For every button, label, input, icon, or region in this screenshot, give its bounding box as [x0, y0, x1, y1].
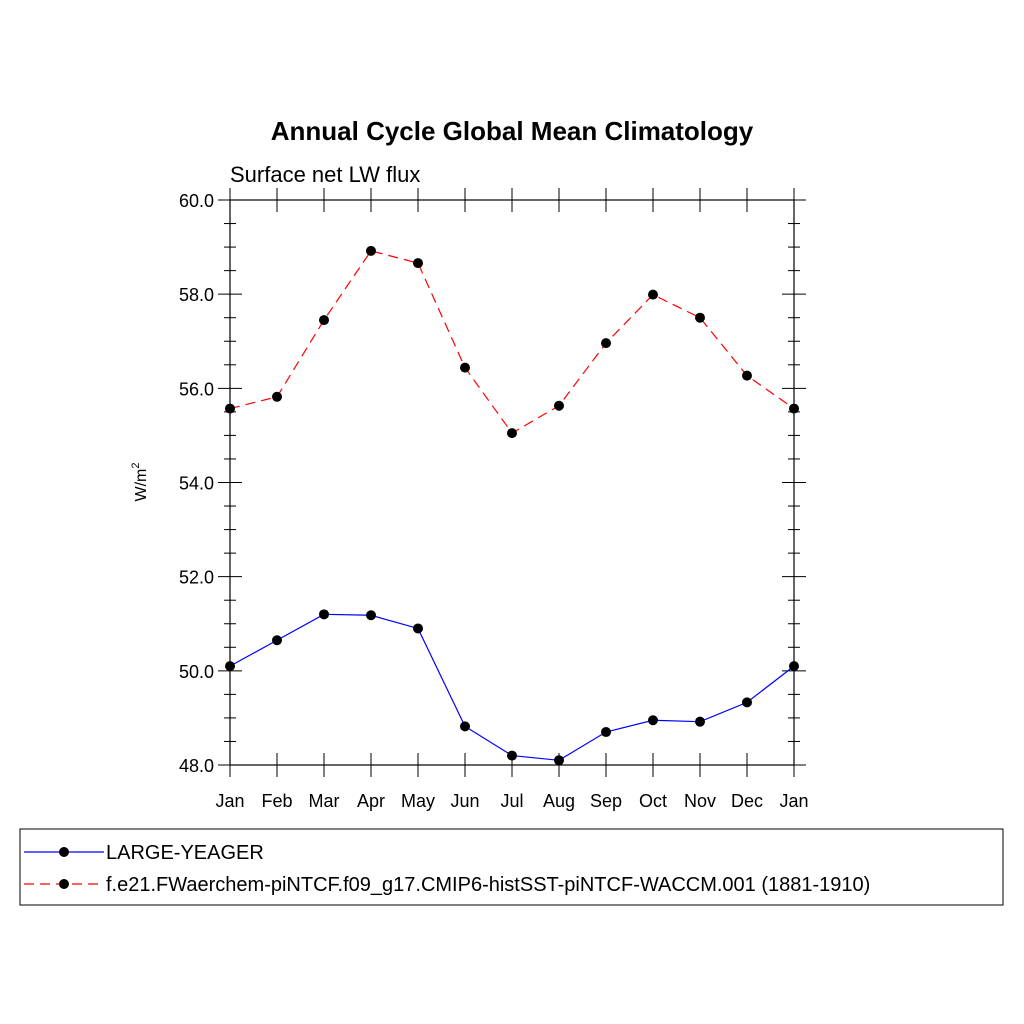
- series-1-point: [366, 610, 376, 621]
- series-2-point: [225, 403, 235, 414]
- x-tick-label: Apr: [357, 791, 385, 811]
- x-tick-label: Jun: [450, 791, 479, 811]
- x-tick-label: Jul: [500, 791, 523, 811]
- y-tick-labels: 48.0 50.0 52.0 54.0 56.0 58.0 60.0: [179, 191, 214, 776]
- series-1-point: [225, 661, 235, 672]
- series-1-point: [460, 721, 470, 732]
- legend-label-2: f.e21.FWaerchem-piNTCF.f09_g17.CMIP6-his…: [106, 874, 870, 896]
- y-tick-label: 48.0: [179, 756, 214, 776]
- x-tick-labels: Jan Feb Mar Apr May Jun Jul Aug Sep Oct Nov Dec Jan: [215, 791, 808, 811]
- x-tick-label: Aug: [543, 791, 575, 811]
- y-axis-label-superscript: 2: [130, 463, 142, 469]
- series-2-point: [742, 370, 752, 381]
- y-axis-label-text: W/m: [133, 469, 150, 502]
- series-2-point: [507, 428, 517, 439]
- x-tick-label: Nov: [684, 791, 716, 811]
- series-1-point: [601, 727, 611, 738]
- series-1-point: [789, 661, 799, 672]
- series-2-point: [789, 403, 799, 414]
- x-tick-label: May: [401, 791, 435, 811]
- axis-ticks: [218, 188, 806, 777]
- legend-box: [19, 828, 1004, 906]
- legend-marker-2: [59, 879, 69, 889]
- series-2-point: [319, 315, 329, 326]
- x-tick-label: Dec: [731, 791, 763, 811]
- plot-area-frame: [229, 199, 795, 766]
- x-tick-label: Mar: [309, 791, 340, 811]
- series-2-point: [695, 312, 705, 323]
- y-axis-label: W/m2: [130, 463, 150, 502]
- y-tick-label: 52.0: [179, 568, 214, 588]
- x-tick-label: Oct: [639, 791, 667, 811]
- series-1-point: [272, 635, 282, 646]
- legend-label-1: LARGE-YEAGER: [106, 842, 264, 864]
- series-2-point: [601, 338, 611, 349]
- series-line-2: [229, 250, 795, 434]
- series-2-point: [648, 289, 658, 300]
- x-tick-label: Jan: [779, 791, 808, 811]
- y-tick-label: 50.0: [179, 662, 214, 682]
- series-2-point: [366, 245, 376, 256]
- series-1-point: [413, 623, 423, 634]
- chart-title: Annual Cycle Global Mean Climatology: [271, 116, 754, 146]
- y-tick-label: 54.0: [179, 474, 214, 494]
- y-tick-label: 58.0: [179, 285, 214, 305]
- x-tick-label: Feb: [261, 791, 292, 811]
- x-tick-label: Sep: [590, 791, 622, 811]
- series-line-1: [229, 613, 795, 761]
- series-2-point: [460, 362, 470, 373]
- series-1-point: [648, 715, 658, 726]
- x-tick-label: Jan: [215, 791, 244, 811]
- series-2-point: [413, 258, 423, 269]
- series-1-point: [742, 697, 752, 708]
- series-1-point: [554, 755, 564, 766]
- y-tick-label: 56.0: [179, 379, 214, 399]
- series-1-point: [507, 750, 517, 761]
- chart-subtitle: Surface net LW flux: [230, 162, 420, 187]
- y-tick-label: 60.0: [179, 191, 214, 211]
- legend-marker-1: [59, 847, 69, 857]
- series-2-point: [272, 391, 282, 402]
- svg-text:W/m2: W/m2: [130, 463, 150, 502]
- legend: LARGE-YEAGER f.e21.FWaerchem-piNTCF.f09_g…: [24, 842, 870, 896]
- series-1-point: [319, 609, 329, 620]
- series-1-point: [695, 716, 705, 727]
- series-layer: [225, 245, 799, 766]
- series-2-point: [554, 400, 564, 411]
